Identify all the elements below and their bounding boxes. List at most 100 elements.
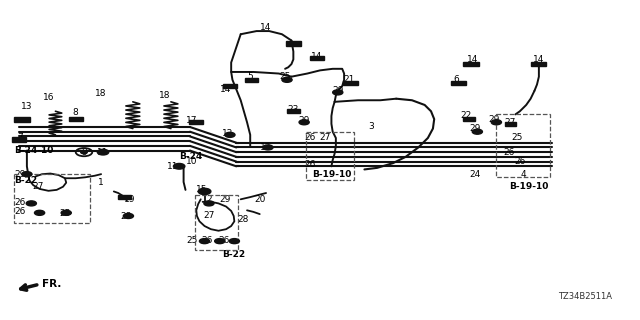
- Bar: [68, 117, 83, 121]
- Bar: [343, 81, 358, 85]
- Text: 27: 27: [505, 118, 516, 127]
- Text: 27: 27: [32, 182, 44, 191]
- Text: 26: 26: [202, 236, 212, 245]
- Text: 7: 7: [18, 133, 24, 142]
- Text: 16: 16: [43, 92, 54, 102]
- Text: 26: 26: [305, 160, 316, 169]
- Text: B-22: B-22: [221, 250, 244, 259]
- Bar: [463, 62, 479, 66]
- Text: 14: 14: [467, 55, 478, 64]
- Text: 10: 10: [186, 157, 198, 166]
- Text: 26: 26: [15, 198, 26, 207]
- Bar: [306, 132, 354, 180]
- Bar: [118, 195, 131, 199]
- Circle shape: [282, 77, 292, 82]
- Circle shape: [26, 201, 36, 206]
- Text: 25: 25: [511, 133, 522, 142]
- Circle shape: [200, 239, 210, 244]
- Text: 26: 26: [15, 207, 26, 216]
- Circle shape: [61, 210, 71, 215]
- Bar: [287, 109, 300, 113]
- Text: 22: 22: [460, 111, 472, 120]
- Circle shape: [472, 129, 483, 134]
- Text: 27: 27: [204, 211, 214, 220]
- Text: 26: 26: [218, 236, 229, 245]
- Text: 20: 20: [255, 195, 266, 204]
- Text: B-19-10: B-19-10: [312, 170, 351, 179]
- Circle shape: [225, 132, 235, 137]
- Text: B-24-10: B-24-10: [14, 146, 54, 155]
- Circle shape: [35, 210, 45, 215]
- Text: 14: 14: [220, 85, 232, 94]
- Bar: [285, 41, 301, 46]
- Text: 12: 12: [222, 129, 234, 138]
- Circle shape: [97, 149, 109, 155]
- Bar: [189, 120, 204, 124]
- Text: 23: 23: [287, 105, 299, 114]
- Circle shape: [229, 239, 239, 244]
- Text: 29: 29: [470, 124, 481, 133]
- Text: B-19-10: B-19-10: [509, 182, 548, 191]
- Text: 25: 25: [60, 209, 70, 218]
- Text: 25: 25: [186, 236, 198, 245]
- Text: 8: 8: [73, 108, 79, 117]
- Text: 14: 14: [260, 23, 272, 32]
- Text: 21: 21: [343, 75, 354, 84]
- Circle shape: [333, 90, 343, 95]
- Bar: [504, 122, 516, 125]
- Text: 11: 11: [167, 162, 179, 171]
- Text: 15: 15: [196, 185, 207, 194]
- Text: FR.: FR.: [42, 279, 61, 289]
- Text: 17: 17: [186, 116, 198, 125]
- Text: 1: 1: [99, 178, 104, 187]
- Circle shape: [263, 145, 273, 150]
- Text: 28: 28: [237, 215, 248, 224]
- Text: 29: 29: [489, 115, 500, 124]
- Text: TZ34B2511A: TZ34B2511A: [558, 292, 612, 301]
- Text: 19: 19: [124, 195, 136, 204]
- Circle shape: [492, 120, 502, 125]
- Text: 26: 26: [504, 148, 515, 156]
- Text: 6: 6: [454, 75, 460, 84]
- Text: 4: 4: [520, 170, 526, 179]
- Text: 29: 29: [15, 170, 26, 179]
- Text: 13: 13: [20, 102, 32, 111]
- Text: 25: 25: [280, 72, 291, 81]
- Text: 28: 28: [121, 212, 132, 221]
- Text: 18: 18: [159, 91, 170, 100]
- Bar: [195, 195, 238, 250]
- Bar: [463, 117, 476, 121]
- Text: 18: 18: [95, 90, 107, 99]
- Text: 9: 9: [81, 148, 87, 156]
- Circle shape: [124, 213, 134, 219]
- Text: 24: 24: [470, 170, 481, 179]
- Circle shape: [22, 172, 32, 177]
- Bar: [310, 56, 324, 60]
- Circle shape: [214, 239, 225, 244]
- Bar: [451, 81, 466, 85]
- Bar: [245, 78, 258, 82]
- Text: 14: 14: [533, 55, 545, 64]
- Text: 2: 2: [206, 195, 212, 204]
- Text: 29: 29: [219, 195, 230, 204]
- Bar: [497, 115, 550, 177]
- Circle shape: [81, 150, 87, 154]
- Text: 5: 5: [247, 72, 253, 81]
- Text: 11: 11: [97, 148, 109, 156]
- Text: 26: 26: [305, 133, 316, 142]
- Circle shape: [173, 164, 185, 169]
- Text: 12: 12: [260, 143, 272, 152]
- Text: B-22: B-22: [14, 176, 37, 185]
- Text: 26: 26: [514, 157, 525, 166]
- Text: 3: 3: [368, 123, 374, 132]
- Text: B-24: B-24: [179, 152, 202, 161]
- Text: 29: 29: [332, 86, 344, 95]
- Bar: [12, 138, 26, 142]
- Circle shape: [204, 201, 214, 206]
- Bar: [531, 62, 547, 66]
- Circle shape: [198, 188, 211, 195]
- Bar: [223, 84, 237, 88]
- Bar: [13, 117, 30, 122]
- Text: 14: 14: [311, 52, 323, 61]
- Text: 27: 27: [319, 133, 331, 142]
